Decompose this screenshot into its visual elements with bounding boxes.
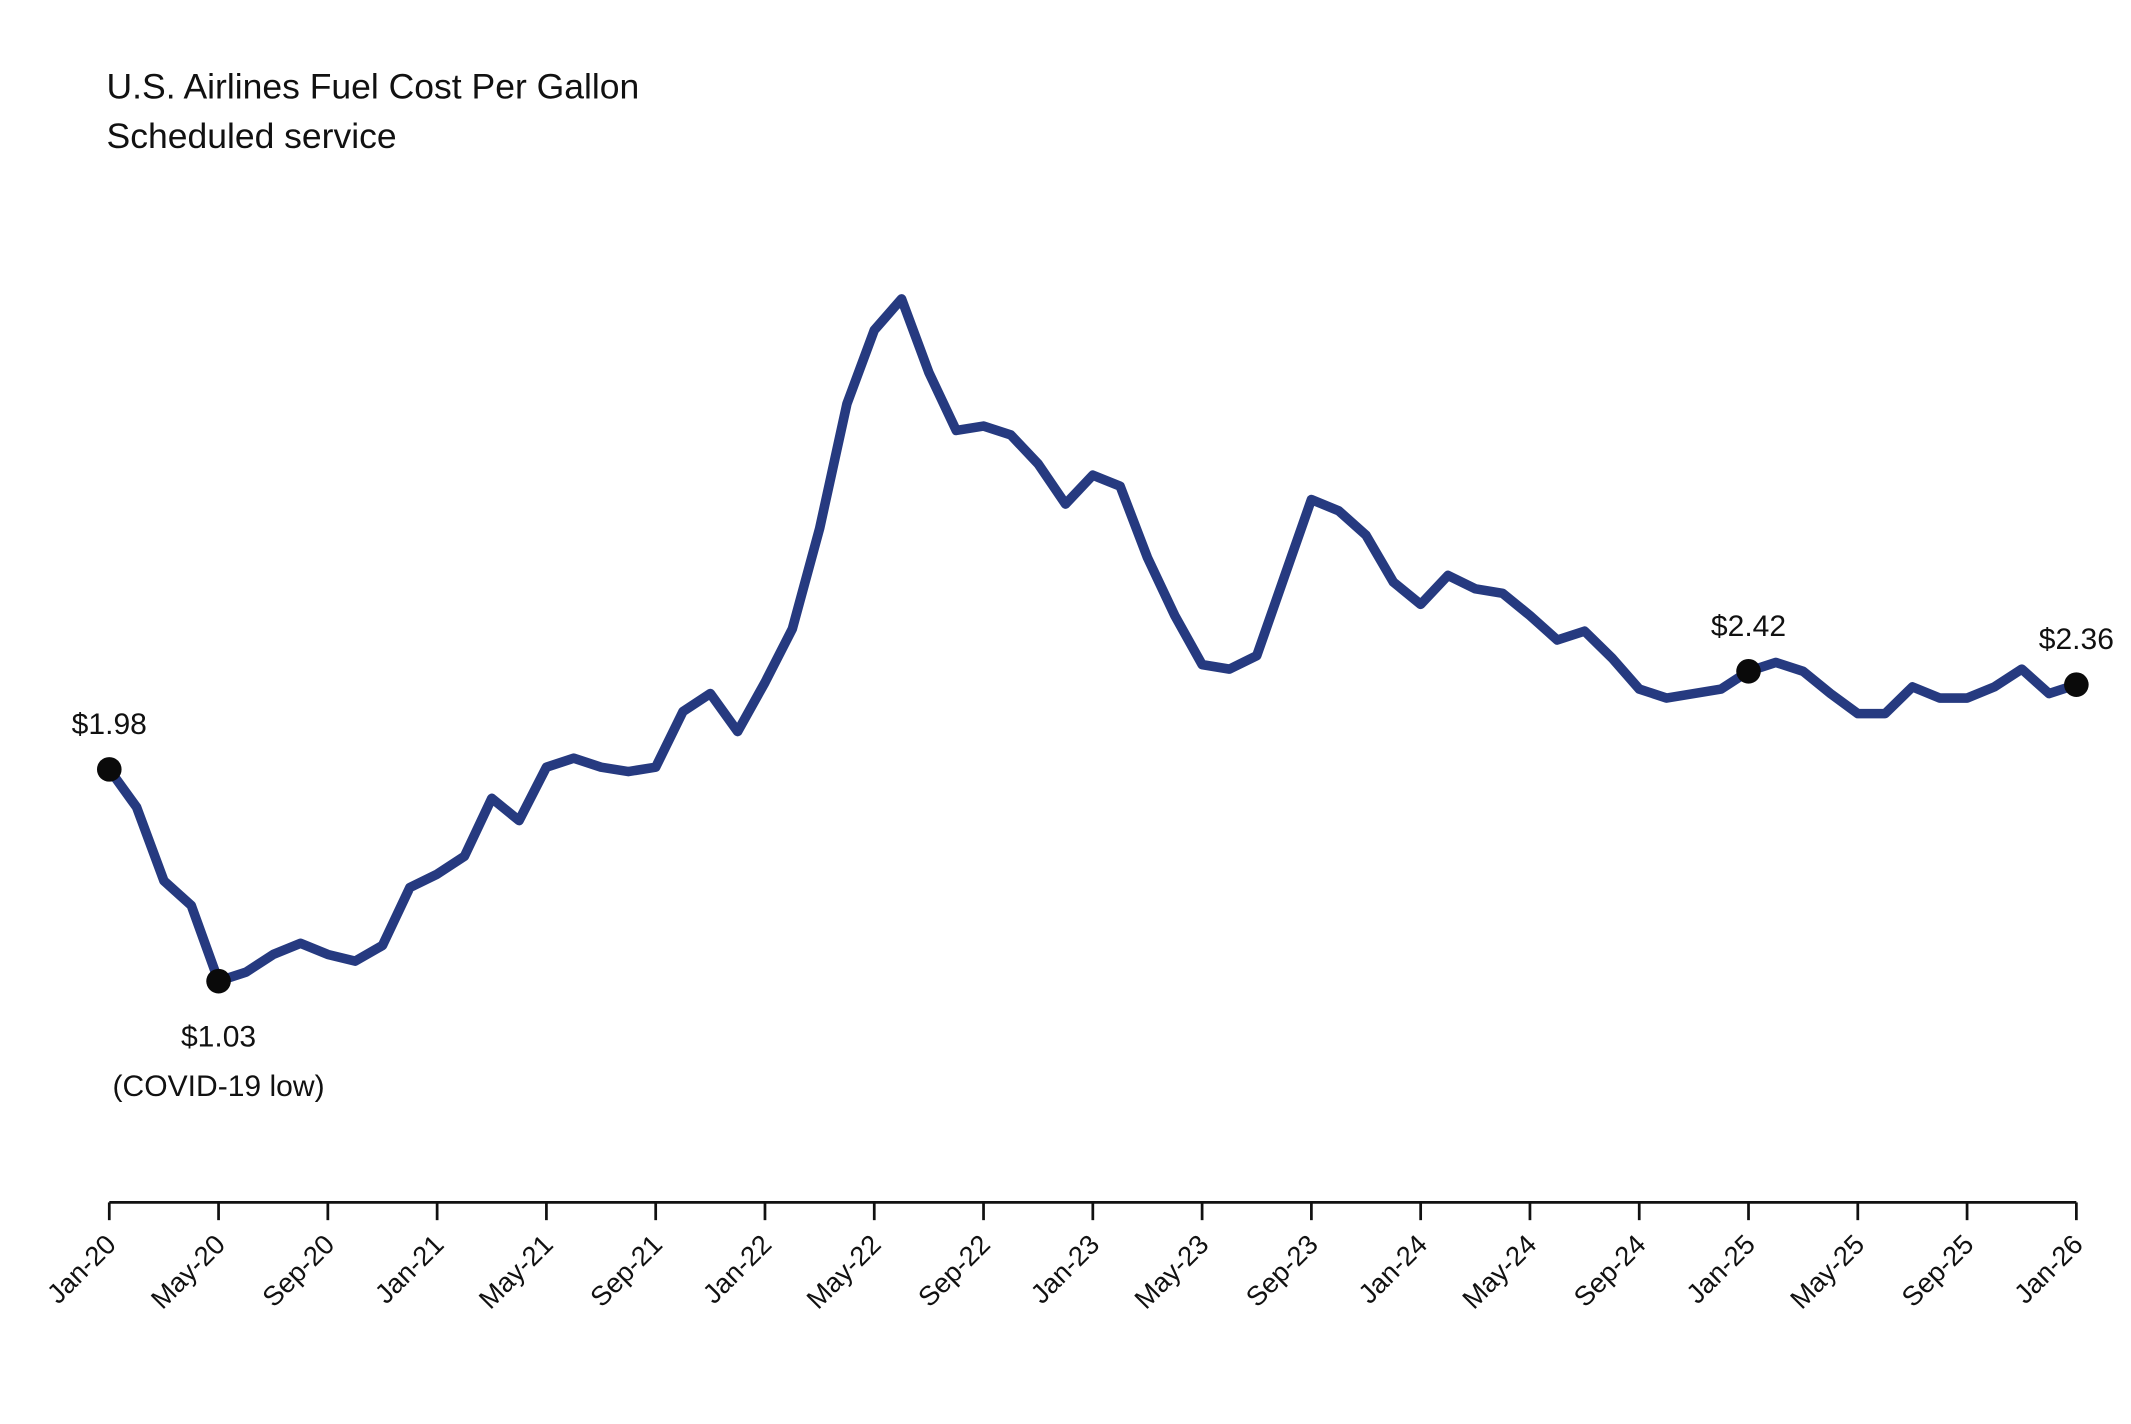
x-tick-label: Jan-20 bbox=[41, 1228, 122, 1309]
x-tick-label: May-24 bbox=[1456, 1228, 1542, 1314]
data-point-marker bbox=[2064, 672, 2089, 697]
x-tick-label: Sep-20 bbox=[256, 1228, 340, 1312]
x-tick-label: Jan-23 bbox=[1024, 1228, 1105, 1309]
x-tick-label: Jan-26 bbox=[2008, 1228, 2089, 1309]
x-tick-label: May-21 bbox=[473, 1228, 559, 1314]
x-tick-label: Sep-23 bbox=[1240, 1228, 1324, 1312]
x-tick-label: May-20 bbox=[145, 1228, 231, 1314]
x-tick-label: May-22 bbox=[800, 1228, 886, 1314]
x-tick-label: May-23 bbox=[1128, 1228, 1214, 1314]
data-point-marker bbox=[96, 757, 122, 782]
data-label: $1.98 bbox=[72, 708, 147, 741]
chart-title: U.S. Airlines Fuel Cost Per Gallon bbox=[107, 67, 640, 107]
data-label: $2.36 bbox=[2039, 623, 2114, 656]
chart-subtitle: Scheduled service bbox=[107, 116, 397, 156]
x-tick-label: Sep-21 bbox=[584, 1228, 668, 1312]
data-point-marker bbox=[1736, 658, 1761, 684]
x-tick-label: Sep-25 bbox=[1895, 1228, 1979, 1312]
data-label: $1.03 bbox=[181, 1021, 256, 1054]
data-point-marker bbox=[206, 968, 231, 994]
x-tick-label: Jan-22 bbox=[696, 1228, 777, 1309]
x-tick-label: Jan-21 bbox=[369, 1228, 450, 1309]
data-label: $2.42 bbox=[1711, 610, 1786, 643]
x-tick-label: Sep-22 bbox=[912, 1228, 996, 1312]
x-tick-label: Jan-25 bbox=[1680, 1228, 1761, 1309]
x-tick-label: Jan-24 bbox=[1352, 1228, 1433, 1309]
data-label-note: (COVID-19 low) bbox=[113, 1070, 325, 1103]
x-tick-label: May-25 bbox=[1784, 1228, 1870, 1314]
x-tick-label: Sep-24 bbox=[1567, 1228, 1651, 1312]
